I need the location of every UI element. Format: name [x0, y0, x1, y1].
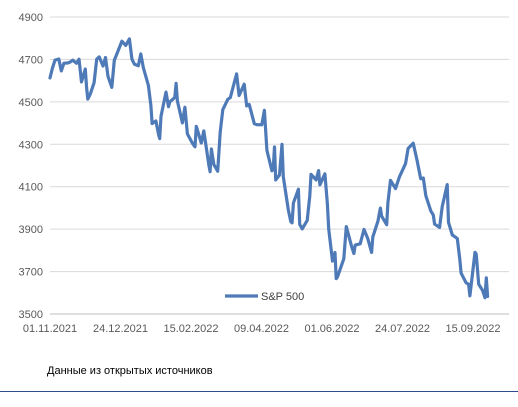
- y-tick-label-5: 4500: [19, 97, 43, 109]
- y-tick-label-3: 4100: [19, 182, 43, 194]
- x-tick-label-5: 24.07.2022: [375, 323, 430, 335]
- bottom-rule: [0, 391, 518, 392]
- x-tick-label-2: 15.02.2022: [163, 323, 218, 335]
- y-tick-label-4: 4300: [19, 139, 43, 151]
- y-tick-label-0: 3500: [19, 309, 43, 321]
- x-tick-label-0: 01.11.2021: [23, 323, 77, 335]
- y-tick-label-1: 3700: [19, 267, 43, 279]
- x-tick-label-6: 15.09.2022: [445, 323, 500, 335]
- chart: 3500 3700 3900 4100 4300 4500 4700 4900 01.11.20…: [19, 12, 509, 335]
- y-tick-label-7: 4900: [19, 12, 43, 24]
- y-tick-label-6: 4700: [19, 54, 43, 66]
- line-chart: 3500 3700 3900 4100 4300 4500 4700 4900 01.11.20…: [19, 12, 509, 335]
- x-tick-label-4: 01.06.2022: [304, 323, 359, 335]
- x-tick-label-3: 09.04.2022: [234, 323, 289, 335]
- legend-label-0: S&P 500: [261, 291, 304, 303]
- source-note: Данные из открытых источников: [47, 365, 213, 377]
- x-tick-label-1: 24.12.2021: [93, 323, 148, 335]
- y-tick-label-2: 3900: [19, 224, 43, 236]
- series-line-0: [48, 37, 490, 300]
